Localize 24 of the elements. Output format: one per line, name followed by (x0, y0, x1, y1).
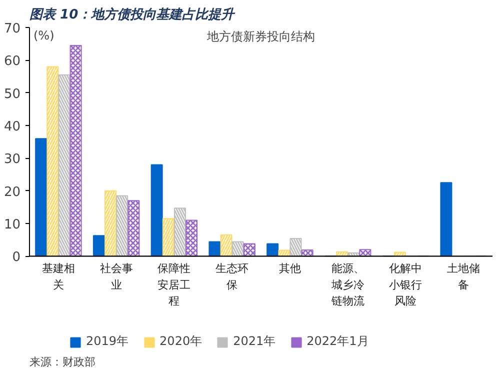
x-tick-label: 基建相关 (42, 262, 75, 292)
x-tick-label: 保障性安居工程 (158, 262, 191, 308)
legend-label: 2019年 (86, 333, 129, 350)
y-axis-title: (%) (34, 28, 54, 42)
source-note: 来源：财政部 (30, 356, 96, 368)
y-tick-label: 20 (4, 184, 21, 200)
y-tick-label: 10 (4, 218, 21, 232)
x-tick-label: 生态环保 (216, 262, 249, 292)
chart-subtitle: 地方债新券投向结构 (206, 30, 315, 44)
x-tick-label: 能源、城乡冷链物流 (330, 262, 364, 308)
x-tick-label: 土地储备 (447, 262, 480, 292)
y-tick-label: 30 (4, 152, 21, 168)
legend-label: 2022年1月 (306, 333, 369, 350)
y-tick-label: 70 (4, 22, 21, 36)
legend-label: 2020年 (160, 333, 202, 350)
x-tick-label: 化解中小银行风险 (389, 262, 422, 308)
y-tick-label: 50 (4, 86, 21, 102)
x-tick-label: 社会事业 (100, 262, 133, 292)
y-tick-label: 0 (12, 250, 21, 266)
x-tick-label: 其他 (278, 262, 301, 276)
y-tick-label: 40 (4, 120, 21, 134)
legend-label: 2021年 (233, 333, 276, 350)
y-tick-label: 60 (4, 54, 21, 70)
chart-title: 图表 10：地方债投向基建占比提升 (30, 6, 236, 22)
